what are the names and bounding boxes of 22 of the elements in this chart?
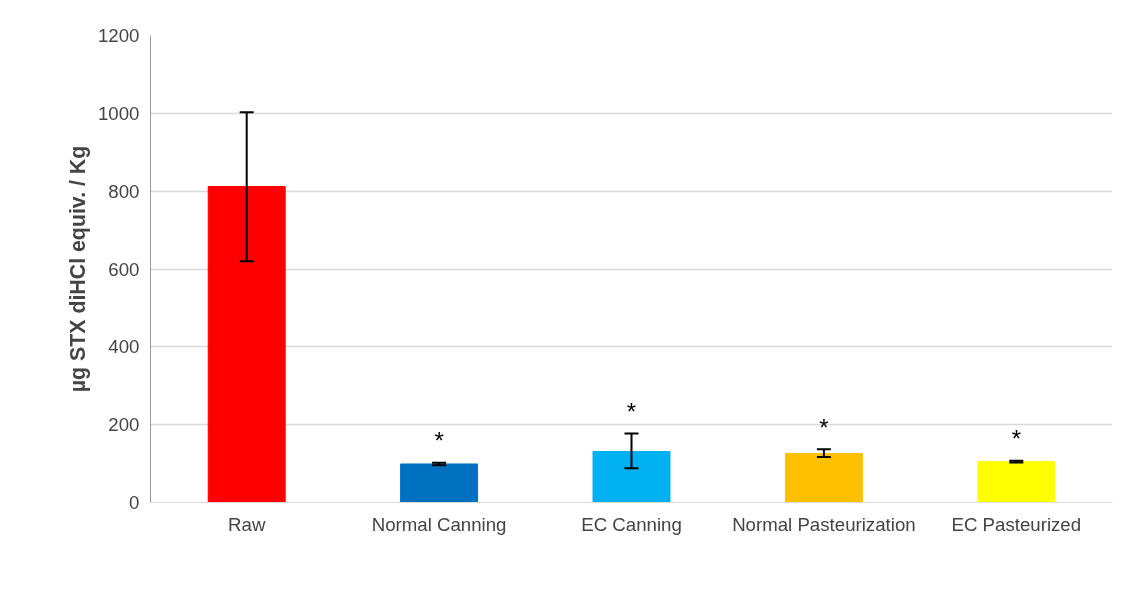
y-tick-label: 1200 (98, 25, 140, 46)
bar (207, 186, 286, 503)
y-tick-label: 0 (129, 492, 140, 513)
y-tick-label: 600 (108, 258, 140, 280)
x-tick-label: EC Canning (581, 513, 682, 535)
y-axis-title: µg STX diHCl equiv. / Kg (66, 145, 90, 393)
annotation: * (434, 427, 444, 455)
bar (592, 451, 671, 503)
annotation: * (1011, 425, 1021, 453)
y-tick-label: 800 (108, 180, 140, 202)
annotation: * (819, 413, 829, 441)
y-tick-label: 200 (108, 414, 140, 436)
x-tick-label: EC Pasteurized (951, 513, 1082, 535)
x-tick-label: Normal Pasteurization (732, 513, 916, 535)
x-tick-label: Raw (228, 513, 266, 535)
x-tick-label: Normal Canning (371, 513, 507, 535)
bar (977, 461, 1056, 503)
y-tick-label: 400 (108, 336, 140, 358)
y-tick-label: 1000 (98, 102, 140, 124)
annotation: * (626, 398, 637, 426)
bar (400, 463, 479, 503)
bar (784, 452, 863, 503)
